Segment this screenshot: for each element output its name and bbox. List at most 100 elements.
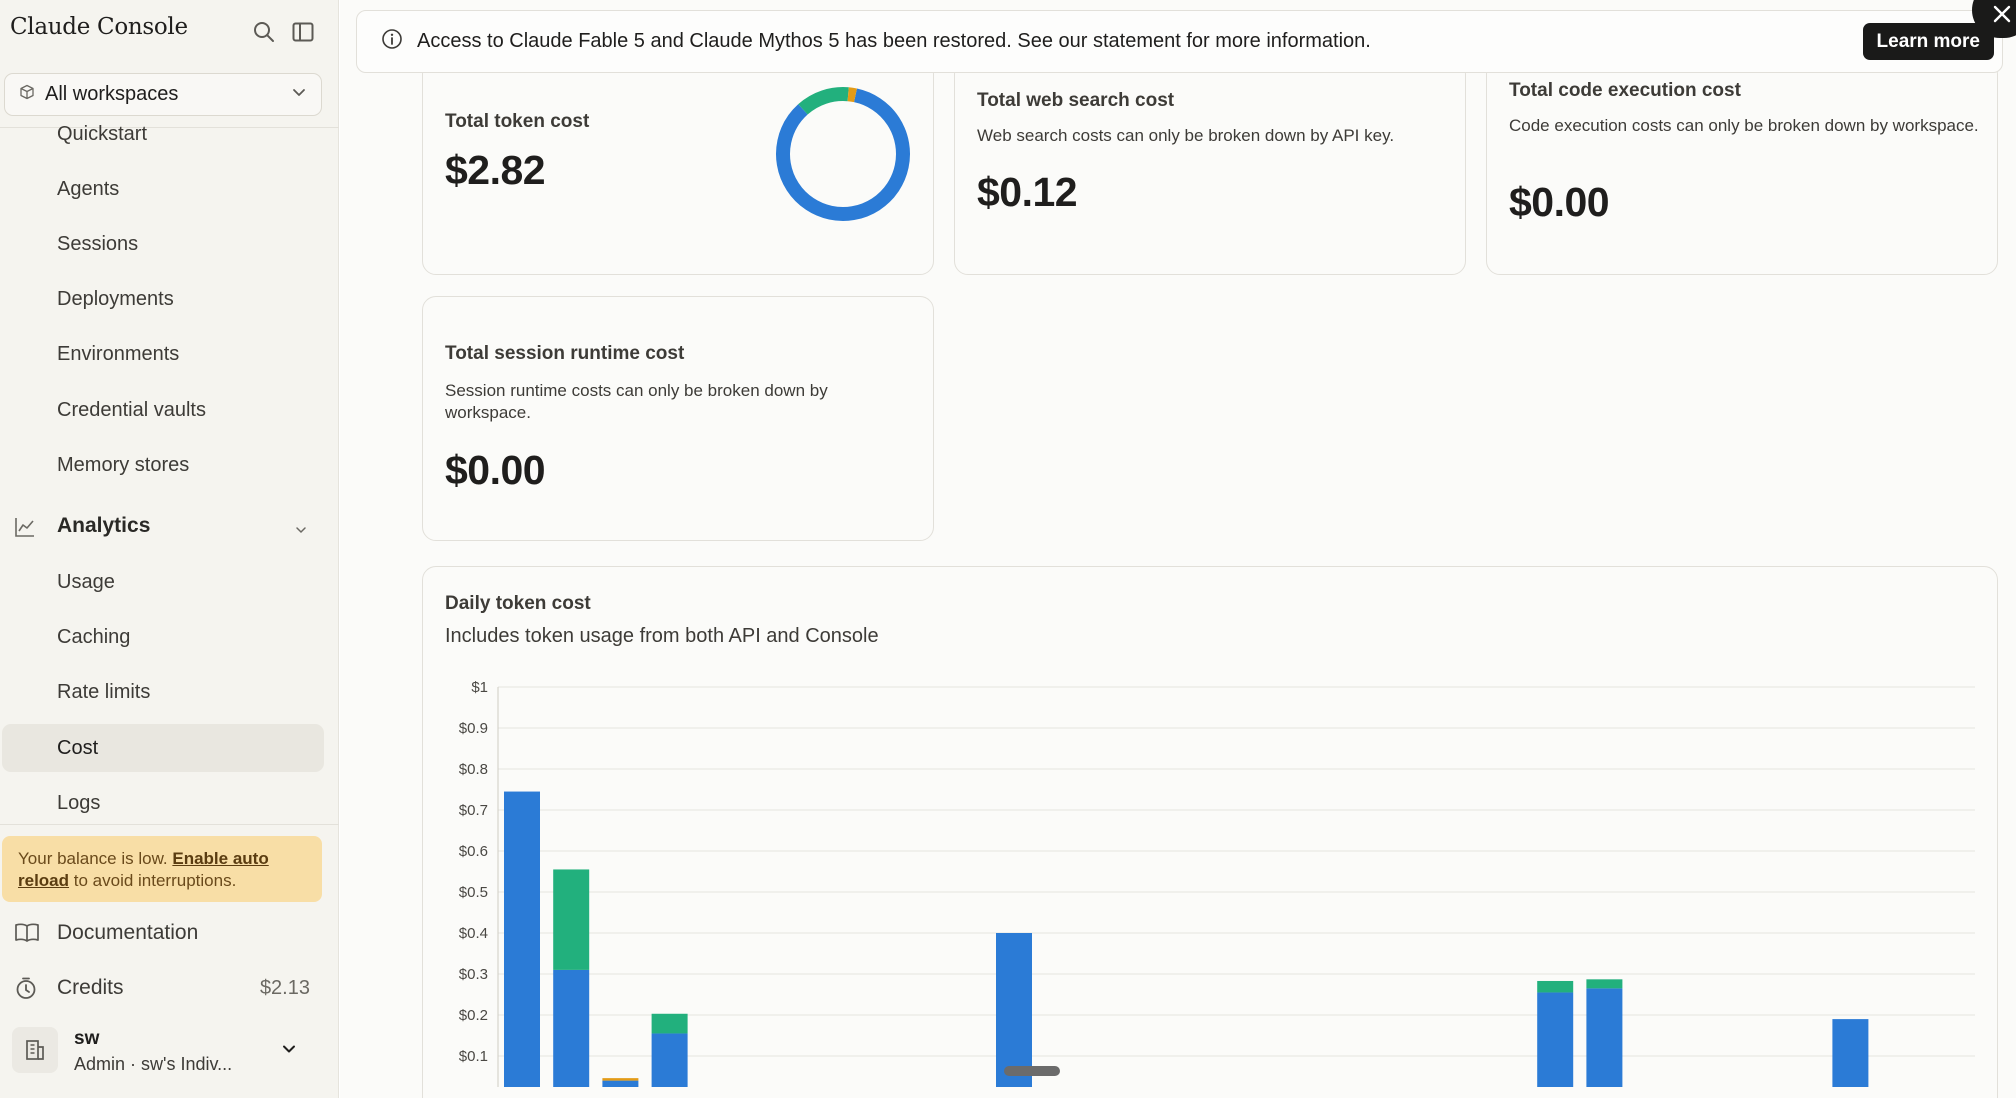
card-title: Total web search cost [977, 90, 1175, 111]
enable-auto-reload-link[interactable]: Enable auto reload [18, 849, 269, 890]
bar-segment[interactable] [1537, 980, 1574, 993]
nav-item-caching[interactable]: Caching [0, 613, 322, 661]
bar-segment[interactable] [1537, 992, 1574, 1087]
card-value: $0.00 [445, 447, 546, 493]
y-tick-label: $0.8 [459, 761, 488, 778]
nav-item-credential-vaults[interactable]: Credential vaults [0, 386, 322, 434]
card-total-session-runtime-cost: Total session runtime cost Session runti… [422, 296, 934, 541]
nav-item-logs[interactable]: Logs [0, 779, 322, 827]
banner-message: Access to Claude Fable 5 and Claude Myth… [417, 30, 1371, 52]
nav-item-memory-stores[interactable]: Memory stores [0, 441, 322, 489]
sidebar: Claude Console All workspaces Quickstart… [0, 0, 339, 1098]
chevron-down-icon [280, 1040, 298, 1063]
nav-item-quickstart[interactable]: Quickstart [0, 110, 322, 158]
nav-item-deployments[interactable]: Deployments [0, 275, 322, 323]
card-title: Total code execution cost [1509, 80, 1741, 101]
bar-segment[interactable] [1586, 988, 1623, 1087]
nav-item-sessions[interactable]: Sessions [0, 220, 322, 268]
bar-segment[interactable] [553, 969, 590, 1087]
nav-item-rate-limits[interactable]: Rate limits [0, 668, 322, 716]
nav-item-label: Caching [57, 625, 131, 648]
card-total-web-search-cost: Total web search cost Web search costs c… [954, 60, 1466, 275]
divider [0, 824, 339, 825]
low-balance-text-after: to avoid interruptions. [69, 871, 237, 890]
bar-segment[interactable] [651, 1033, 688, 1087]
building-icon [12, 1027, 58, 1073]
y-tick-label: $0.6 [459, 843, 488, 860]
nav-item-label: Environments [57, 342, 180, 365]
y-tick-label: $0.3 [459, 966, 488, 983]
cost-donut-chart [776, 87, 910, 221]
donut-segment-0 [776, 87, 910, 221]
chart-title: Daily token cost [445, 593, 591, 614]
documentation-link[interactable]: Documentation [0, 909, 322, 957]
workspace-select[interactable]: All workspaces [4, 73, 322, 116]
chevron-down-icon [291, 83, 307, 106]
workspace-select-label: All workspaces [45, 83, 179, 105]
documentation-label: Documentation [57, 921, 199, 944]
card-description: Session runtime costs can only be broken… [445, 381, 828, 422]
nav-section-label: Analytics [57, 514, 151, 537]
nav-section-analytics[interactable]: Analytics [0, 502, 322, 550]
daily-token-cost-card: Daily token cost Includes token usage fr… [422, 566, 1998, 1098]
search-icon[interactable] [250, 18, 278, 46]
brand-title: Claude Console [10, 14, 188, 40]
bar-segment[interactable] [1586, 979, 1623, 989]
credits-link[interactable]: Credits $2.13 [0, 964, 322, 1012]
nav-item-usage[interactable]: Usage [0, 558, 322, 606]
book-icon [14, 921, 40, 951]
user-name: sw [74, 1028, 100, 1049]
daily-token-cost-chart: $1$0.9$0.8$0.7$0.6$0.5$0.4$0.3$0.2$0.1$0 [459, 679, 1975, 1087]
divider [0, 127, 339, 128]
nav-item-label: Cost [57, 736, 99, 759]
nav-item-label: Credential vaults [57, 398, 206, 421]
nav-item-label: Sessions [57, 232, 139, 255]
card-total-code-execution-cost: Total code execution cost Code execution… [1486, 60, 1998, 275]
user-menu[interactable]: sw Admin · sw's Indiv... [0, 1018, 322, 1084]
low-balance-text: Your balance is low. [18, 849, 173, 868]
card-title: Total token cost [445, 111, 590, 132]
credits-value: $2.13 [259, 976, 310, 999]
learn-more-button[interactable]: Learn more [1862, 23, 1994, 60]
nav-item-environments[interactable]: Environments [0, 330, 322, 378]
nav-item-label: Quickstart [57, 122, 148, 145]
stopwatch-icon [14, 976, 38, 1006]
announcement-banner: Access to Claude Fable 5 and Claude Myth… [356, 10, 2003, 73]
card-title: Total session runtime cost [445, 343, 685, 364]
nav-item-label: Usage [57, 570, 115, 593]
chart-subtitle: Includes token usage from both API and C… [445, 625, 879, 647]
close-icon [1993, 5, 2011, 28]
credits-label: Credits [57, 976, 124, 999]
bar-segment[interactable] [996, 933, 1032, 1087]
nav-item-label: Memory stores [57, 453, 190, 476]
donut-segment-2 [776, 87, 910, 221]
card-value: $0.00 [1509, 179, 1610, 225]
bar-segment[interactable] [651, 1013, 688, 1034]
card-value: $0.12 [977, 169, 1078, 215]
bar-segment[interactable] [1832, 1019, 1869, 1087]
user-role: Admin · sw's Indiv... [74, 1054, 233, 1074]
info-icon [381, 28, 403, 55]
nav-item-label: Logs [57, 791, 101, 814]
cube-icon [19, 83, 35, 106]
nav-item-label: Agents [57, 177, 120, 200]
card-description: Web search costs can only be broken down… [977, 126, 1395, 145]
nav-item-label: Deployments [57, 287, 174, 310]
bar-segment[interactable] [504, 791, 540, 1087]
y-tick-label: $0.2 [459, 1007, 488, 1024]
bar-segment[interactable] [553, 869, 590, 970]
chevron-down-icon [294, 519, 308, 543]
sidebar-toggle-icon[interactable] [289, 18, 317, 46]
nav-item-agents[interactable]: Agents [0, 165, 322, 213]
y-tick-label: $0.5 [459, 884, 488, 901]
y-tick-label: $0.7 [459, 802, 488, 819]
bar-segment[interactable] [602, 1078, 639, 1081]
card-description: Code execution costs can only be broken … [1509, 116, 1979, 135]
y-tick-label: $0.4 [459, 925, 488, 942]
bar-segment[interactable] [602, 1080, 639, 1087]
nav-item-cost[interactable]: Cost [2, 724, 324, 772]
horizontal-scrollbar[interactable] [1004, 1066, 1060, 1076]
card-value: $2.82 [445, 147, 546, 193]
donut-segment-1 [776, 87, 910, 221]
line-chart-icon [14, 516, 36, 544]
